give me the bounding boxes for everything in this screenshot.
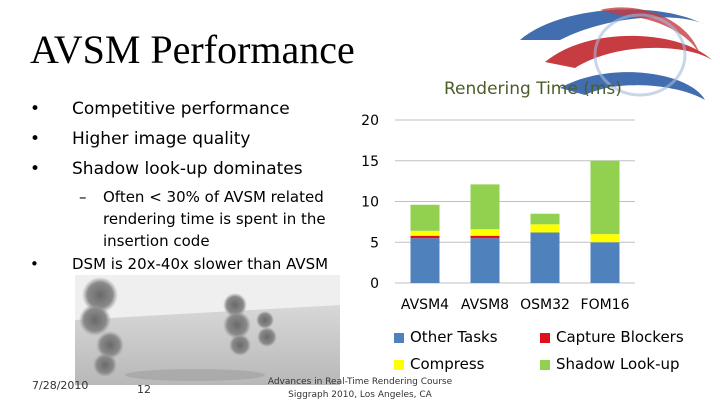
legend-swatch [540,360,550,370]
x-category-label: AVSM8 [461,297,509,310]
legend-label: Shadow Look-up [556,355,680,373]
y-tick-label: 0 [370,276,379,292]
slide-title: AVSM Performance [30,27,355,72]
bullet-item: Higher image quality [30,129,251,149]
bar-segment [470,184,500,230]
bar-segment [410,235,440,239]
y-tick-label: 20 [361,113,379,129]
bar-segment [470,235,500,239]
bar-segment [470,229,500,236]
x-category-label: AVSM4 [401,297,449,310]
y-tick-label: 15 [361,154,379,170]
bullet-item: DSM is 20x-40x slower than AVSM [30,255,328,273]
legend-item-shadow-lookup: Shadow Look-up [540,355,680,373]
footer-course-line: Advances in Real-Time Rendering Course [267,377,453,387]
y-tick-label: 10 [361,195,379,211]
bar-segment [530,213,560,225]
bar-segment [530,232,560,283]
footer-page-number: 12 [137,383,151,396]
smoke-plume-image [75,275,340,385]
bullet-item: Shadow look-up dominates [30,159,303,179]
legend-label: Capture Blockers [556,328,684,346]
legend-label: Other Tasks [410,328,498,346]
rendering-time-chart: 0 5 10 15 20 AVSM4 AVSM8 OSM32 FOM16 [361,113,635,310]
footer-venue-line: Siggraph 2010, Los Angeles, CA [288,390,432,400]
x-category-label: OSM32 [520,297,570,310]
footer-course-info: Advances in Real-Time Rendering Course S… [240,376,480,402]
sub-bullet-dash: – [79,188,87,206]
siggraph-logo-icon [520,7,712,100]
bullet-item: Competitive performance [30,99,290,119]
y-tick-label: 5 [370,235,379,251]
legend-item-compress: Compress [394,355,485,373]
bar-segment [410,230,440,236]
bar-segment [590,234,620,243]
legend-swatch [394,360,404,370]
legend-item-other-tasks: Other Tasks [394,328,498,346]
legend-label: Compress [410,355,485,373]
bullet-list: Competitive performance Higher image qua… [0,0,340,290]
bar-segment [590,160,620,235]
bar-segment [410,204,440,231]
sub-bullet-text: Often < 30% of AVSM related rendering ti… [103,188,326,250]
bar-segment [410,238,440,283]
chart-title: Rendering Time (ms) [444,79,622,99]
footer-date: 7/28/2010 [32,379,89,392]
x-category-label: FOM16 [581,297,630,310]
bar-segment [590,242,620,283]
legend-swatch [394,333,404,343]
bar-segment [530,224,560,233]
legend-item-capture-blockers: Capture Blockers [540,328,684,346]
legend-swatch [540,333,550,343]
sub-bullet: – Often < 30% of AVSM related rendering … [79,186,333,252]
bar-segment [470,238,500,283]
